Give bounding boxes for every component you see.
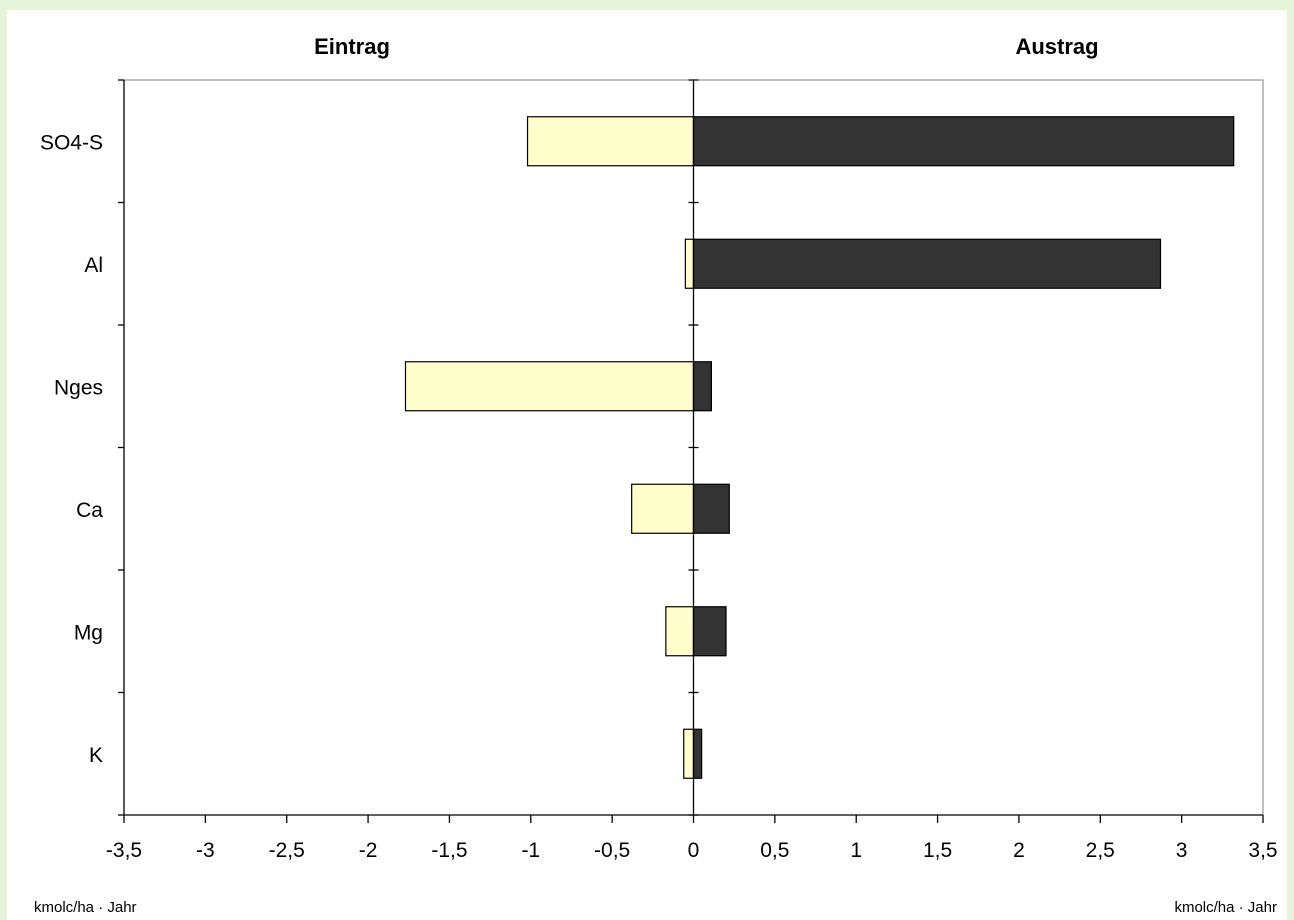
bar-austrag-nges xyxy=(692,361,712,412)
x-tick-label: -1,5 xyxy=(431,839,467,862)
axes-group xyxy=(118,79,1264,823)
x-tick-label: 1,5 xyxy=(923,839,952,862)
unit-label-left: kmolc/ha · Jahr xyxy=(34,899,137,916)
category-labels: SO4-S Al Nges Ca Mg K xyxy=(40,131,103,767)
x-tick-labels: -3,5 -3 -2,5 -2 -1,5 -1 -0,5 0 0,5 1 1,5 2 2,5 3 3,5 xyxy=(106,839,1278,862)
bar-austrag-ca xyxy=(692,483,730,534)
bars-group xyxy=(404,116,1235,779)
bar-eintrag-k xyxy=(683,728,695,779)
unit-label-right: kmolc/ha · Jahr xyxy=(1174,899,1277,916)
x-tick-label: 2,5 xyxy=(1086,839,1115,862)
bar-eintrag-ca xyxy=(631,483,695,534)
category-label-ca: Ca xyxy=(76,499,103,522)
category-label-k: K xyxy=(89,744,103,767)
bar-austrag-al xyxy=(692,238,1162,289)
x-tick-label: -2 xyxy=(359,839,378,862)
x-tick-label: 3,5 xyxy=(1248,839,1277,862)
x-tick-label: -3 xyxy=(196,839,215,862)
category-label-mg: Mg xyxy=(74,621,103,644)
category-label-so4-s: SO4-S xyxy=(40,131,103,154)
x-tick-label: -3,5 xyxy=(106,839,142,862)
title-eintrag: Eintrag xyxy=(314,34,390,59)
title-austrag: Austrag xyxy=(1015,34,1098,59)
bar-eintrag-al xyxy=(684,238,695,289)
bar-eintrag-mg xyxy=(665,606,695,657)
bar-austrag-mg xyxy=(692,606,727,657)
x-tick-label: -2,5 xyxy=(269,839,305,862)
chart-frame: Eintrag Austrag SO4-S Al Nges Ca Mg K -3,5 -3-… xyxy=(7,10,1287,920)
x-tick-label: 0,5 xyxy=(760,839,789,862)
bar-eintrag-nges xyxy=(404,361,695,412)
bar-austrag-so4-s xyxy=(692,116,1235,167)
bar-austrag-k xyxy=(692,728,703,779)
bar-eintrag-so4-s xyxy=(526,116,695,167)
x-tick-label: -0,5 xyxy=(594,839,630,862)
category-label-al: Al xyxy=(84,254,103,277)
x-tick-label: 1 xyxy=(850,839,862,862)
category-label-nges: Nges xyxy=(54,376,103,399)
x-tick-label: 0 xyxy=(688,839,700,862)
x-tick-label: 2 xyxy=(1013,839,1025,862)
x-tick-label: 3 xyxy=(1176,839,1188,862)
x-tick-label: -1 xyxy=(521,839,540,862)
